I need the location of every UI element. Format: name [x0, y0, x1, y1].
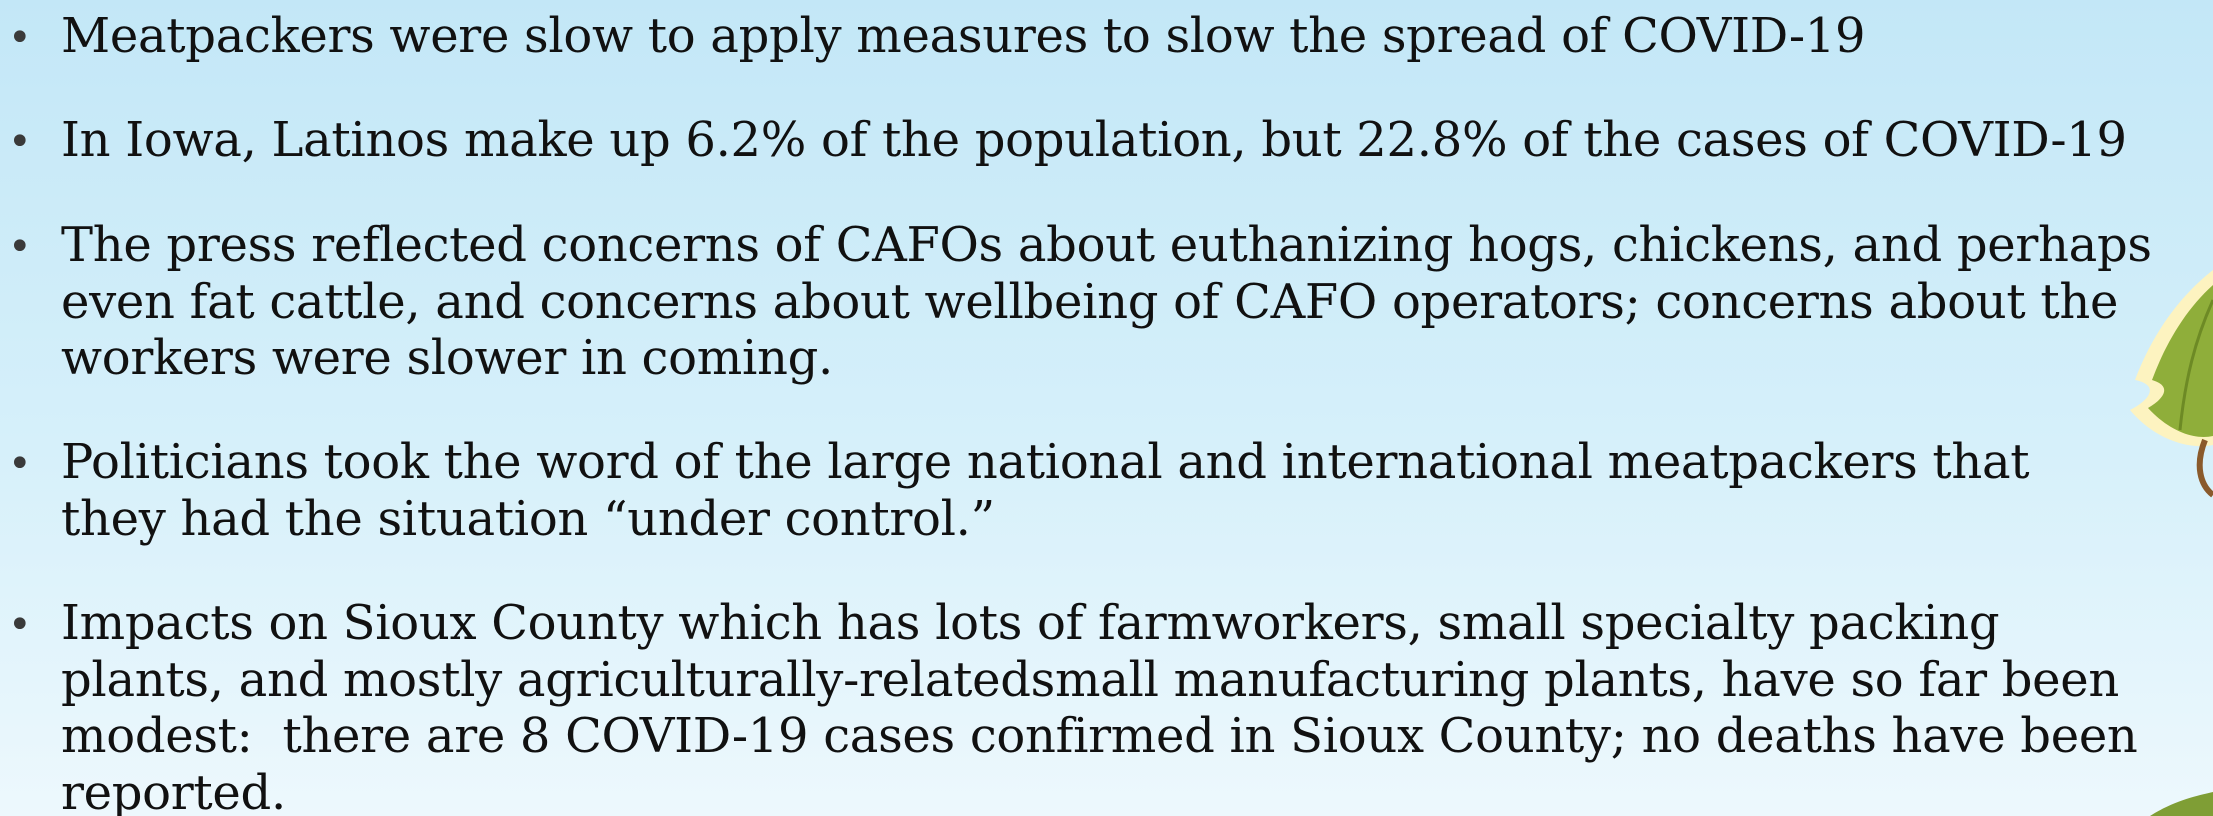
- bullet-text: plants, and mostly agriculturally-relate…: [61, 651, 2120, 708]
- bullet-text: Impacts on Sioux County which has lots o…: [61, 595, 2000, 651]
- bullet-text: Politicians took the word of the large n…: [61, 434, 2030, 490]
- bullet-text: modest: there are 8 COVID-19 cases confi…: [61, 708, 2138, 764]
- stem: [2196, 438, 2213, 498]
- leaf-vein: [2178, 299, 2213, 431]
- bullet-text: In Iowa, Latinos make up 6.2% of the pop…: [61, 112, 2127, 168]
- bullet-dot: •: [8, 224, 32, 270]
- bullet-dot: •: [8, 15, 32, 61]
- bullet-dot: •: [8, 119, 32, 165]
- bullet-text: Meatpackers were slow to apply measures …: [61, 8, 1866, 64]
- bullet-text: reported.: [61, 764, 286, 816]
- bullet-text: even fat cattle, and concerns about well…: [61, 273, 2119, 330]
- bullet-dot: •: [8, 602, 32, 648]
- leaf: [2148, 285, 2213, 437]
- bullet-text: they had the situation “under control.”: [61, 490, 995, 547]
- bullet-dot: •: [8, 441, 32, 487]
- bullet-text: The press reflected concerns of CAFOs ab…: [61, 217, 2152, 273]
- leaf-bottom: [2150, 792, 2213, 816]
- bullet-text: workers were slower in coming.: [61, 330, 834, 386]
